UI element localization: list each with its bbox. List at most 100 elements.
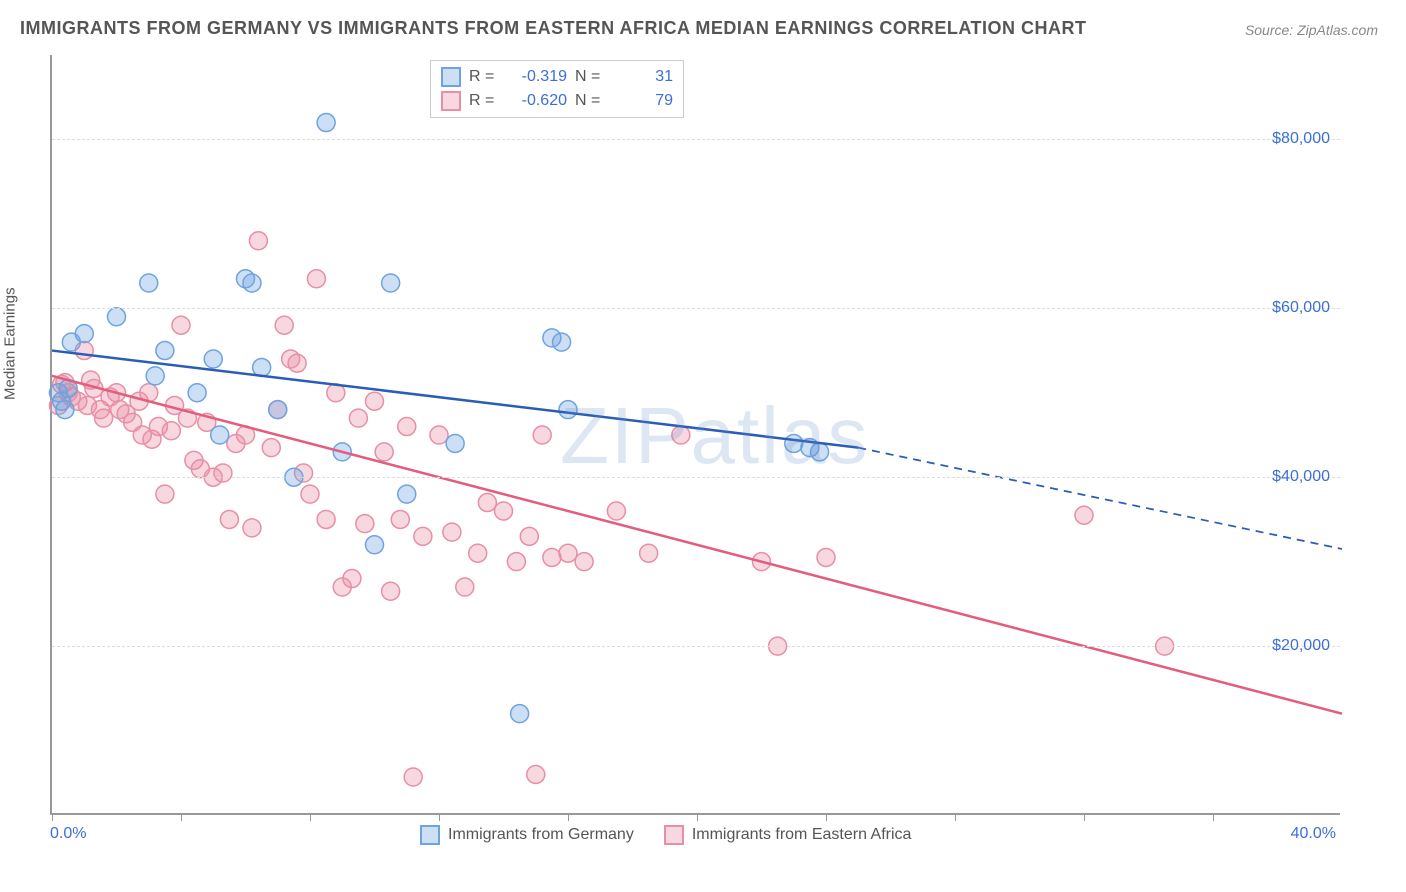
r-label: R = <box>469 68 499 86</box>
grid-line <box>52 477 1340 478</box>
swatch-eastern-africa-bottom <box>664 825 684 845</box>
y-tick-label: $60,000 <box>1272 299 1330 317</box>
data-point <box>253 358 271 376</box>
data-point <box>469 544 487 562</box>
chart-svg <box>52 55 1340 813</box>
data-point <box>220 510 238 528</box>
x-tick <box>697 813 698 821</box>
y-axis-title: Median Earnings <box>2 287 19 400</box>
series-name-eastern-africa: Immigrants from Eastern Africa <box>692 826 912 844</box>
data-point <box>511 705 529 723</box>
data-point <box>366 536 384 554</box>
y-tick-label: $80,000 <box>1272 130 1330 148</box>
data-point <box>56 401 74 419</box>
data-point <box>607 502 625 520</box>
data-point <box>269 401 287 419</box>
data-point <box>262 439 280 457</box>
data-point <box>249 232 267 250</box>
data-point <box>520 527 538 545</box>
data-point <box>156 342 174 360</box>
data-point <box>785 434 803 452</box>
data-point <box>527 765 545 783</box>
data-point <box>317 510 335 528</box>
x-axis-min-label: 0.0% <box>50 825 86 843</box>
data-point <box>478 494 496 512</box>
data-point <box>162 422 180 440</box>
data-point <box>811 443 829 461</box>
legend-row-eastern-africa: R = -0.620 N = 79 <box>441 89 673 113</box>
trend-line-extrapolated <box>858 448 1342 549</box>
n-value-germany: 31 <box>613 68 673 86</box>
x-tick <box>1084 813 1085 821</box>
data-point <box>553 333 571 351</box>
data-point <box>366 392 384 410</box>
data-point <box>495 502 513 520</box>
x-tick <box>1213 813 1214 821</box>
data-point <box>356 515 374 533</box>
data-point <box>95 409 113 427</box>
data-point <box>640 544 658 562</box>
series-legend: Immigrants from Germany Immigrants from … <box>420 825 911 845</box>
data-point <box>559 401 577 419</box>
legend-item-eastern-africa: Immigrants from Eastern Africa <box>664 825 912 845</box>
x-tick <box>310 813 311 821</box>
data-point <box>672 426 690 444</box>
swatch-eastern-africa <box>441 91 461 111</box>
data-point <box>446 434 464 452</box>
data-point <box>391 510 409 528</box>
grid-line <box>52 139 1340 140</box>
data-point <box>188 384 206 402</box>
trend-line <box>52 376 1342 714</box>
x-axis-max-label: 40.0% <box>1291 825 1336 843</box>
data-point <box>204 350 222 368</box>
data-point <box>307 270 325 288</box>
data-point <box>243 274 261 292</box>
data-point <box>156 485 174 503</box>
y-tick-label: $20,000 <box>1272 637 1330 655</box>
legend-item-germany: Immigrants from Germany <box>420 825 634 845</box>
data-point <box>211 426 229 444</box>
data-point <box>343 570 361 588</box>
series-name-germany: Immigrants from Germany <box>448 826 634 844</box>
data-point <box>398 485 416 503</box>
r-value-germany: -0.319 <box>507 68 567 86</box>
data-point <box>140 274 158 292</box>
data-point <box>543 548 561 566</box>
data-point <box>533 426 551 444</box>
data-point <box>75 325 93 343</box>
n-value-eastern-africa: 79 <box>613 92 673 110</box>
correlation-legend: R = -0.319 N = 31 R = -0.620 N = 79 <box>430 60 684 118</box>
chart-title: IMMIGRANTS FROM GERMANY VS IMMIGRANTS FR… <box>20 18 1086 39</box>
x-tick <box>568 813 569 821</box>
x-tick <box>955 813 956 821</box>
data-point <box>375 443 393 461</box>
swatch-germany <box>441 67 461 87</box>
data-point <box>349 409 367 427</box>
data-point <box>414 527 432 545</box>
chart-plot-area: $20,000 $40,000 $60,000 $80,000 <box>50 55 1340 815</box>
x-tick <box>52 813 53 821</box>
data-point <box>382 274 400 292</box>
data-point <box>288 354 306 372</box>
r-label: R = <box>469 92 499 110</box>
x-tick <box>826 813 827 821</box>
y-tick-label: $40,000 <box>1272 468 1330 486</box>
data-point <box>507 553 525 571</box>
data-point <box>443 523 461 541</box>
data-point <box>301 485 319 503</box>
data-point <box>575 553 593 571</box>
data-point <box>243 519 261 537</box>
x-tick <box>439 813 440 821</box>
grid-line <box>52 646 1340 647</box>
data-point <box>146 367 164 385</box>
data-point <box>382 582 400 600</box>
r-value-eastern-africa: -0.620 <box>507 92 567 110</box>
data-point <box>214 464 232 482</box>
grid-line <box>52 308 1340 309</box>
data-point <box>1075 506 1093 524</box>
n-label: N = <box>575 92 605 110</box>
data-point <box>275 316 293 334</box>
data-point <box>456 578 474 596</box>
x-tick <box>181 813 182 821</box>
data-point <box>404 768 422 786</box>
